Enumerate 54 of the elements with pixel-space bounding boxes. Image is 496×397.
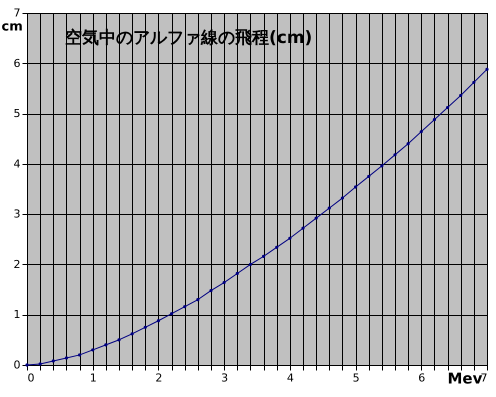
point [183,305,186,308]
point [262,254,266,258]
point [275,246,278,249]
y-tick-label: 7 [14,6,20,20]
point [301,226,305,230]
point [393,153,397,156]
point [130,332,134,336]
point [354,185,358,189]
point [248,262,252,266]
y-tick-label: 2 [14,258,20,271]
point [222,280,226,284]
x-tick-label: 3 [221,372,228,384]
point [432,118,436,122]
y-tick-label: 3 [14,208,20,221]
x-tick-label: 4 [286,372,294,384]
point [340,196,344,200]
point [52,359,55,363]
x-tick-label: 5 [352,372,360,384]
point [144,326,147,329]
x-tick-label: 1 [90,372,97,384]
x-tick-label: 6 [418,372,426,384]
point [64,356,68,360]
x-tick-label: 2 [155,372,162,384]
point [117,338,121,342]
point [314,216,318,220]
point [420,130,423,134]
point [78,353,82,357]
point [406,142,410,146]
y-tick-label: 0 [14,358,20,372]
point [170,312,174,316]
point [367,174,370,178]
y-tick-label: 5 [14,107,20,120]
point [472,80,476,84]
point [209,289,213,292]
x-tick-label: 7 [480,372,488,384]
x-tick-label: 0 [28,372,34,384]
point [236,272,239,276]
point [459,94,462,98]
point [328,206,331,210]
y-tick-label: 4 [14,157,20,170]
point [38,362,42,366]
x-axis-title: Mev [448,370,483,388]
point [288,236,292,240]
y-axis-title: cm [2,20,23,34]
point [104,343,108,346]
y-tick-label: 6 [14,56,20,70]
point [91,348,94,352]
point [156,319,160,322]
point [485,68,489,71]
point [25,363,29,367]
point [380,164,384,168]
point [446,106,450,110]
y-tick-label: 1 [14,308,20,322]
point [196,298,200,302]
